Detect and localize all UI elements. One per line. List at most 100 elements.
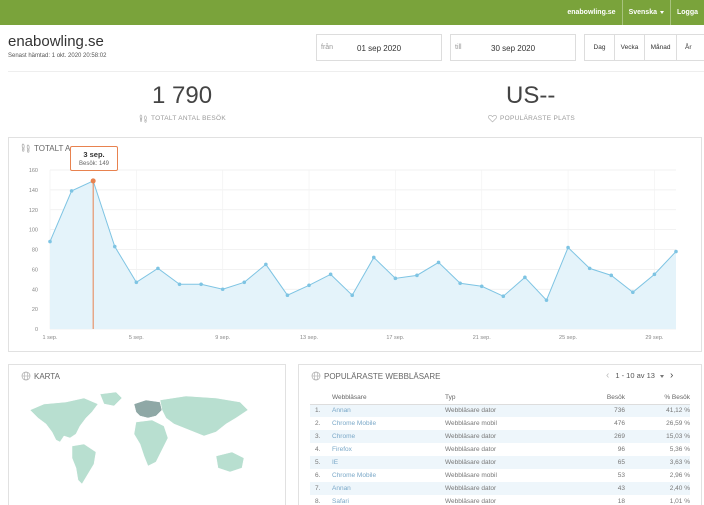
row-index: 2. [315, 420, 321, 427]
data-point [458, 281, 462, 286]
row-browser-name: Chrome Mobile [332, 420, 377, 427]
row-visits: 96 [617, 446, 625, 453]
x-tick-label: 13 sep. [300, 335, 319, 341]
data-point [69, 189, 74, 193]
site-selector[interactable]: enabowling.se [561, 0, 621, 25]
table-row[interactable]: 4. Firefox Webbläsare dator 96 5,36 % [310, 443, 690, 456]
row-index: 1. [310, 404, 332, 417]
chevron-down-icon [660, 375, 665, 378]
table-header-row: Webbläsare Typ Besök % Besök [310, 391, 690, 405]
popular-place-label-text: POPULÄRASTE PLATS [500, 115, 576, 122]
table-row[interactable]: 7. Annan Webbläsare dator 43 2,40 % [310, 482, 690, 495]
map-africa[interactable] [133, 419, 169, 467]
period-selector: Dag Vecka Månad År [584, 34, 704, 61]
x-tick-label: 9 sep. [215, 335, 230, 341]
col-index [310, 391, 332, 405]
period-year-button[interactable]: År [676, 35, 704, 60]
browsers-table-body: 1. Annan Webbläsare dator 736 41,12 % 2. Chrom… [310, 404, 690, 505]
x-tick-label: 25 sep. [559, 335, 578, 341]
row-visits: 269 [565, 430, 625, 443]
col-visits[interactable]: Besök [565, 391, 625, 405]
browsers-panel-title: POPULÄRASTE WEBBLÄSARE [311, 371, 440, 381]
row-type: Webbläsare mobil [445, 472, 497, 479]
footsteps-icon [139, 114, 147, 123]
globe-icon [21, 371, 31, 381]
language-selector[interactable]: Svenska [621, 0, 670, 25]
row-browser-name: Annan [332, 404, 445, 417]
row-visits: 65 [565, 456, 625, 469]
data-point [479, 284, 484, 289]
row-pct: 26,59 % [666, 420, 690, 427]
period-day-button[interactable]: Dag [593, 44, 606, 51]
col-browser[interactable]: Webbläsare [332, 391, 445, 405]
row-type: Webbläsare dator [445, 456, 565, 469]
date-from-value: 01 sep 2020 [357, 44, 402, 53]
row-browser-name: IE [332, 456, 445, 469]
logout-link[interactable]: Logga [670, 0, 704, 25]
data-point [523, 275, 527, 280]
popular-place-label: POPULÄRASTE PLATS [488, 114, 575, 123]
row-browser-name: Safari [332, 498, 349, 505]
table-row[interactable]: 3. Chrome Webbläsare dator 269 15,03 % [310, 430, 690, 443]
data-point [307, 283, 311, 288]
y-tick-label: 0 [35, 327, 38, 333]
total-visits-value: 1 790 [152, 82, 213, 109]
row-browser-name: Annan [332, 482, 445, 495]
language-label: Svenska [628, 9, 657, 16]
date-to-value: 30 sep 2020 [491, 44, 536, 53]
prev-page-icon[interactable]: ‹ [606, 370, 610, 381]
tooltip-value: Besök: 149 [78, 161, 110, 167]
row-visits: 476 [614, 420, 625, 427]
row-visits: 736 [565, 404, 625, 417]
next-page-icon[interactable]: › [670, 370, 674, 381]
pager-range[interactable]: 1 - 10 av 13 [615, 371, 665, 380]
x-tick-label: 1 sep. [43, 335, 58, 341]
row-index: 6. [315, 472, 321, 479]
data-point [371, 255, 376, 260]
y-tick-label: 140 [29, 188, 38, 194]
x-tick-label: 29 sep. [645, 335, 664, 341]
heart-icon [488, 114, 497, 123]
map-greenland[interactable] [99, 391, 123, 407]
col-pct[interactable]: % Besök [625, 391, 690, 405]
table-row[interactable]: 8. Safari Webbläsare dator 18 1,01 % [310, 495, 690, 505]
period-month-button[interactable]: Månad [644, 35, 676, 60]
data-point [328, 272, 333, 277]
globe-icon [311, 371, 321, 381]
map-asia[interactable] [159, 395, 249, 437]
x-tick-label: 5 sep. [129, 335, 144, 341]
period-week-button[interactable]: Vecka [614, 35, 644, 60]
chart-tooltip: 3 sep. Besök: 149 [70, 146, 118, 171]
row-pct: 2,40 % [625, 482, 690, 495]
table-row[interactable]: 6. Chrome Mobile Webbläsare mobil 53 2,96 % [310, 469, 690, 482]
data-point [177, 282, 182, 287]
table-row[interactable]: 2. Chrome Mobile Webbläsare mobil 476 26,59 … [310, 417, 690, 430]
row-pct: 41,12 % [625, 404, 690, 417]
top-navbar: enabowling.se Svenska Logga [0, 0, 704, 25]
browsers-pager: ‹ 1 - 10 av 13 › [606, 370, 673, 381]
date-from-field[interactable]: från 01 sep 2020 [316, 34, 442, 61]
map-australia[interactable] [215, 451, 245, 473]
row-browser-name: Firefox [332, 446, 352, 453]
row-visits: 18 [617, 498, 625, 505]
data-point [587, 266, 592, 271]
row-pct: 5,36 % [669, 446, 690, 453]
map-south-america[interactable] [71, 443, 97, 485]
data-point [674, 249, 678, 254]
tooltip-date: 3 sep. [83, 150, 105, 159]
col-type[interactable]: Typ [445, 391, 565, 405]
row-pct: 2,96 % [669, 472, 690, 479]
map-europe[interactable] [133, 399, 163, 419]
map-north-america[interactable] [29, 397, 99, 443]
table-row[interactable]: 1. Annan Webbläsare dator 736 41,12 % [310, 404, 690, 417]
y-tick-label: 100 [29, 228, 38, 234]
data-point [544, 298, 549, 302]
table-row[interactable]: 5. IE Webbläsare dator 65 3,63 % [310, 456, 690, 469]
data-point [134, 280, 139, 285]
data-point [350, 293, 355, 298]
row-type: Webbläsare dator [445, 446, 497, 453]
browsers-table: Webbläsare Typ Besök % Besök 1. Annan Webb… [310, 391, 690, 505]
site-name: enabowling.se [567, 9, 616, 16]
date-to-field[interactable]: till 30 sep 2020 [450, 34, 576, 61]
